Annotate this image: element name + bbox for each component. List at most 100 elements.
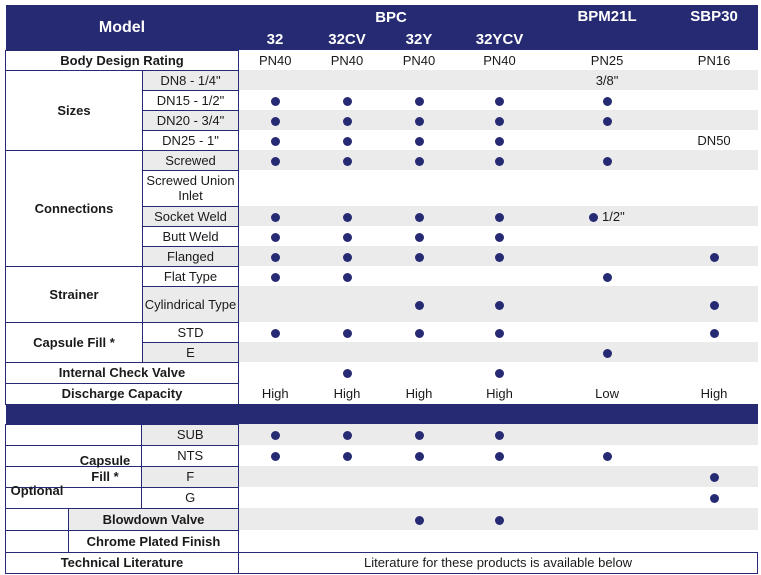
discharge-value: High — [455, 383, 544, 404]
availability-dot — [342, 272, 352, 282]
availability-dot — [270, 452, 280, 462]
availability-dot — [709, 328, 719, 338]
availability-dot — [495, 431, 505, 441]
body-rating-value: PN40 — [483, 52, 516, 68]
model-header: Model — [5, 5, 239, 50]
availability-dot — [342, 252, 352, 262]
availability-dot — [495, 452, 505, 462]
availability-dot — [342, 96, 352, 106]
discharge-label: Discharge Capacity — [5, 382, 239, 405]
availability-dot — [414, 116, 424, 126]
optional-row-label: F — [141, 466, 238, 487]
connections-label: Connections — [5, 149, 143, 267]
availability-dot — [342, 369, 352, 379]
model-32-header: 32 — [238, 29, 312, 50]
availability-dot — [270, 156, 280, 166]
check-valve-label: Internal Check Valve — [5, 361, 239, 384]
availability-dot — [270, 116, 280, 126]
availability-dot — [495, 369, 505, 379]
capsule-fill-label: Capsule Fill * — [5, 321, 143, 363]
body-rating-label: Body Design Rating — [5, 49, 239, 71]
availability-dot — [270, 328, 280, 338]
section-divider — [5, 404, 758, 424]
availability-dot — [495, 300, 505, 310]
body-rating-value: PN16 — [697, 52, 731, 68]
availability-dot — [342, 452, 352, 462]
size-row-label: DN25 - 1" — [142, 129, 239, 151]
capsule-fill-row-label: STD — [142, 321, 239, 343]
optional-row-label: SUB — [141, 424, 238, 445]
availability-dot — [414, 328, 424, 338]
availability-dot — [270, 96, 280, 106]
availability-dot — [414, 252, 424, 262]
availability-dot — [414, 300, 424, 310]
availability-dot — [270, 431, 280, 441]
optional-label: Optional — [10, 483, 64, 498]
availability-dot — [709, 252, 719, 262]
model-32y-header: 32Y — [382, 29, 456, 50]
bpm21l-header: BPM21L — [543, 5, 671, 50]
tech-literature-label: Technical Literature — [5, 551, 239, 574]
availability-dot — [414, 431, 424, 441]
availability-dot — [709, 473, 719, 483]
capsule-fill-row-label: E — [142, 341, 239, 363]
optional-row-label: NTS — [141, 445, 238, 466]
connection-row-label: Butt Weld — [142, 225, 239, 247]
connection-row-label: Screwed — [142, 149, 239, 171]
connection-row-label: Socket Weld — [142, 205, 239, 227]
availability-dot — [602, 96, 612, 106]
strainer-row-label: Flat Type — [142, 265, 239, 287]
availability-dot — [342, 136, 352, 146]
strainer-label: Strainer — [5, 265, 143, 323]
size-row-label: DN20 - 3/4" — [142, 109, 239, 131]
availability-dot — [495, 328, 505, 338]
availability-dot — [342, 212, 352, 222]
discharge-value: High — [670, 383, 758, 404]
body-rating-value: PN25 — [590, 52, 624, 68]
availability-dot — [414, 452, 424, 462]
strainer-row-label: Cylindrical Type — [142, 285, 239, 323]
discharge-value: High — [311, 383, 383, 404]
model-32ycv-header: 32YCV — [455, 29, 544, 50]
discharge-value: High — [238, 383, 312, 404]
availability-dot — [342, 328, 352, 338]
availability-dot — [602, 452, 612, 462]
availability-dot — [414, 156, 424, 166]
availability-dot — [602, 116, 612, 126]
availability-dot — [270, 272, 280, 282]
availability-dot — [495, 136, 505, 146]
availability-dot — [589, 212, 599, 222]
availability-dot — [495, 232, 505, 242]
blowdown-valve-label: Blowdown Valve — [68, 508, 238, 530]
bpc-group-header: BPC — [238, 5, 544, 29]
availability-dot — [709, 494, 719, 504]
chrome-finish-label: Chrome Plated Finish — [68, 530, 238, 552]
tech-literature-text: Literature for these products is availab… — [237, 551, 759, 574]
optional-capsule-fill-label: Capsule Fill * — [79, 453, 131, 484]
availability-dot — [602, 348, 612, 358]
optional-row-label: G — [141, 487, 238, 508]
sbp30-header: SBP30 — [670, 5, 758, 50]
size-sbp-text: DN50 — [697, 132, 731, 148]
connection-row-label: Screwed Union Inlet — [142, 169, 239, 207]
size-row-label: DN15 - 1/2" — [142, 89, 239, 111]
availability-dot — [495, 116, 505, 126]
body-rating-value: PN40 — [402, 52, 436, 68]
availability-dot — [414, 515, 424, 525]
availability-dot — [342, 156, 352, 166]
availability-dot — [270, 232, 280, 242]
availability-dot — [414, 232, 424, 242]
connection-row-label: Flanged — [142, 245, 239, 267]
availability-dot — [495, 212, 505, 222]
availability-dot — [495, 515, 505, 525]
availability-dot — [414, 212, 424, 222]
size-row-label: DN8 - 1/4" — [142, 69, 239, 91]
availability-dot — [414, 96, 424, 106]
discharge-value: Low — [543, 383, 671, 404]
model-32cv-header: 32CV — [311, 29, 383, 50]
availability-dot — [495, 96, 505, 106]
availability-dot — [414, 136, 424, 146]
availability-dot — [342, 431, 352, 441]
availability-dot — [270, 212, 280, 222]
availability-dot — [602, 272, 612, 282]
